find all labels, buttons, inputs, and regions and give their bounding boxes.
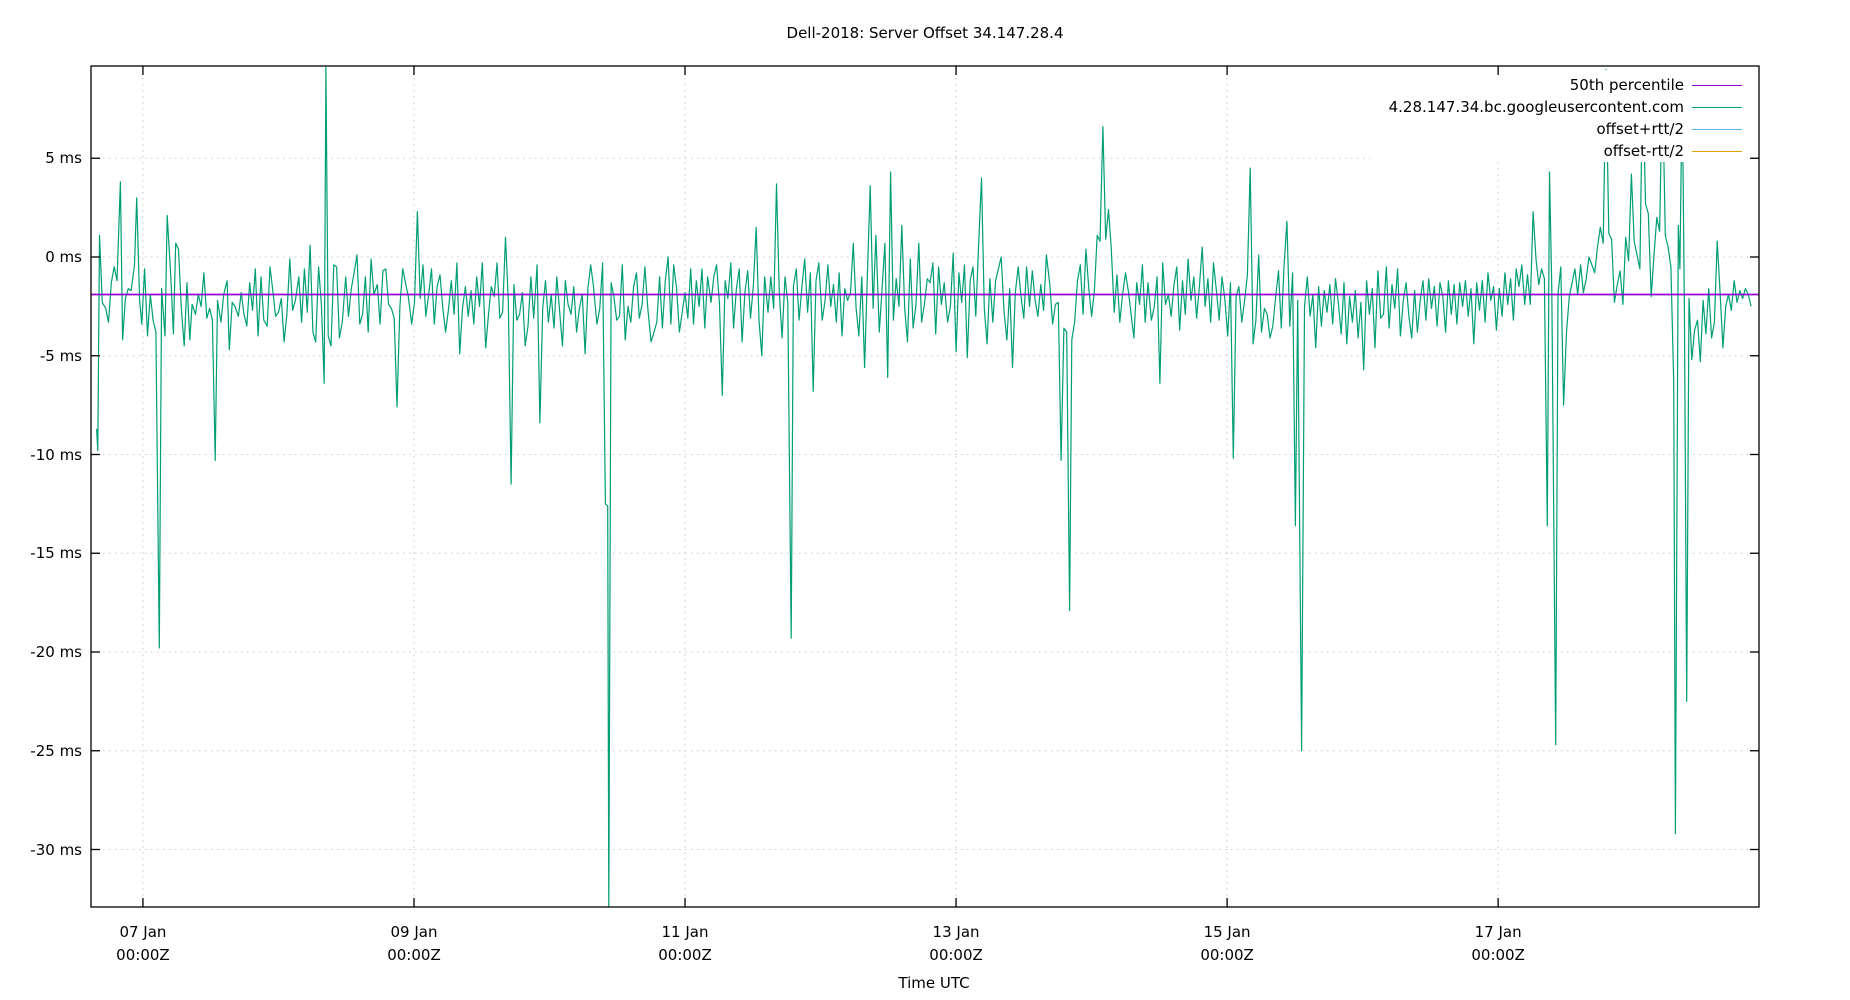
offset-series-line <box>96 66 1752 907</box>
legend-background <box>1370 70 1752 162</box>
x-tick-label: 17 Jan 00:00Z <box>1471 923 1525 964</box>
y-tick-label: -15 ms <box>30 544 82 563</box>
x-tick-label: 09 Jan 00:00Z <box>387 923 441 964</box>
legend-swatch-purple <box>1692 84 1742 86</box>
legend-label: 50th percentile <box>1569 76 1684 94</box>
legend-swatch-orange <box>1692 150 1742 152</box>
legend-item-median: 50th percentile <box>1389 74 1742 96</box>
plot-border <box>90 65 1760 908</box>
chart-title: Dell-2018: Server Offset 34.147.28.4 <box>786 24 1064 42</box>
x-tick-label: 07 Jan 00:00Z <box>116 923 170 964</box>
grid-lines <box>91 66 1759 907</box>
legend-swatch-green <box>1692 106 1742 108</box>
legend-label: offset-rtt/2 <box>1603 142 1684 160</box>
y-tick-label: -20 ms <box>30 643 82 661</box>
y-tick-label: -30 ms <box>30 840 82 859</box>
plot-area <box>91 66 1759 907</box>
legend-item-server: 4.28.147.34.bc.googleusercontent.com <box>1389 96 1742 118</box>
x-tick-label: 13 Jan 00:00Z <box>929 923 983 964</box>
y-tick-label: 0 ms <box>45 248 82 266</box>
x-tick-label: 15 Jan 00:00Z <box>1200 923 1254 964</box>
axis-ticks <box>91 66 1759 907</box>
y-tick-label: -5 ms <box>39 346 82 365</box>
legend-swatch-blue <box>1692 128 1742 130</box>
legend-item-offset-minus: offset-rtt/2 <box>1389 140 1742 162</box>
y-tick-label: 5 ms <box>45 149 82 168</box>
legend-label: offset+rtt/2 <box>1596 120 1684 138</box>
x-axis-label: Time UTC <box>898 974 970 992</box>
legend-label: 4.28.147.34.bc.googleusercontent.com <box>1388 98 1684 116</box>
y-tick-label: -25 ms <box>30 741 82 760</box>
x-tick-label: 11 Jan 00:00Z <box>658 923 712 964</box>
legend: 50th percentile 4.28.147.34.bc.googleuse… <box>1389 74 1742 162</box>
legend-item-offset-plus: offset+rtt/2 <box>1389 118 1742 140</box>
y-tick-label: -10 ms <box>30 445 82 464</box>
